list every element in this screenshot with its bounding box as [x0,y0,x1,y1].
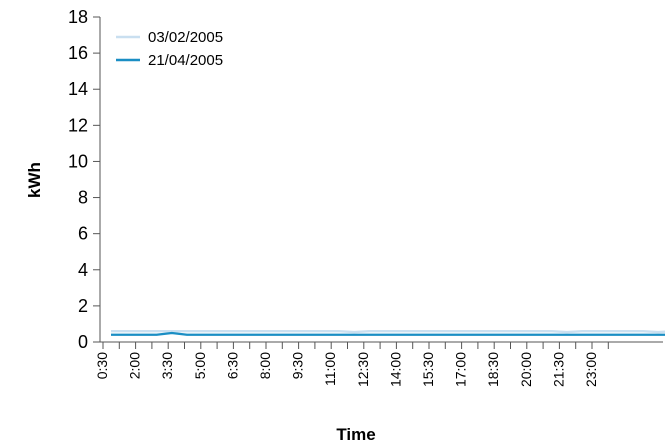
y-tick-label: 16 [68,43,88,63]
y-tick-label: 6 [78,224,88,244]
legend-label: 03/02/2005 [148,29,223,46]
y-tick-label: 2 [78,296,88,316]
x-axis: 0:30 2:00 3:30 5:00 6:30 8:00 9:30 11:00 12:30 14… [94,341,663,387]
x-tick-label: 21:30 [550,352,566,387]
legend: 03/02/2005 21/04/2005 [116,29,223,69]
series-line-1 [111,330,665,334]
y-tick-label: 8 [78,188,88,208]
x-tick-label: 17:00 [453,352,469,387]
y-tick-label: 12 [68,115,88,135]
x-tick-label: 8:00 [257,352,273,379]
legend-label: 21/04/2005 [148,52,223,69]
x-tick-label: 3:30 [159,352,175,379]
y-tick-label: 14 [68,79,88,99]
x-tick-label: 6:30 [224,352,240,379]
x-tick-label: 2:00 [127,352,143,379]
x-tick-label: 11:00 [322,352,338,386]
x-axis-title: Time [336,425,375,443]
x-tick-label: 15:30 [420,352,436,387]
y-tick-label: 10 [68,151,88,171]
x-tick-label: 23:00 [583,352,599,387]
y-axis: 0 2 4 6 8 10 12 14 16 18 [68,7,101,352]
y-tick-label: 4 [78,260,88,280]
x-tick-label: 5:00 [192,352,208,379]
x-tick-label: 14:00 [387,352,403,387]
x-tick-label: 20:00 [518,352,534,387]
y-tick-label: 18 [68,7,88,27]
x-tick-label: 0:30 [94,352,110,379]
x-tick-label: 9:30 [290,352,306,379]
series-layer [111,330,665,336]
x-tick-label: 18:30 [485,352,501,387]
x-tick-label: 12:30 [355,352,371,387]
series-line-2 [111,331,665,336]
y-axis-title: kWh [25,162,44,198]
y-tick-label: 0 [78,332,88,352]
